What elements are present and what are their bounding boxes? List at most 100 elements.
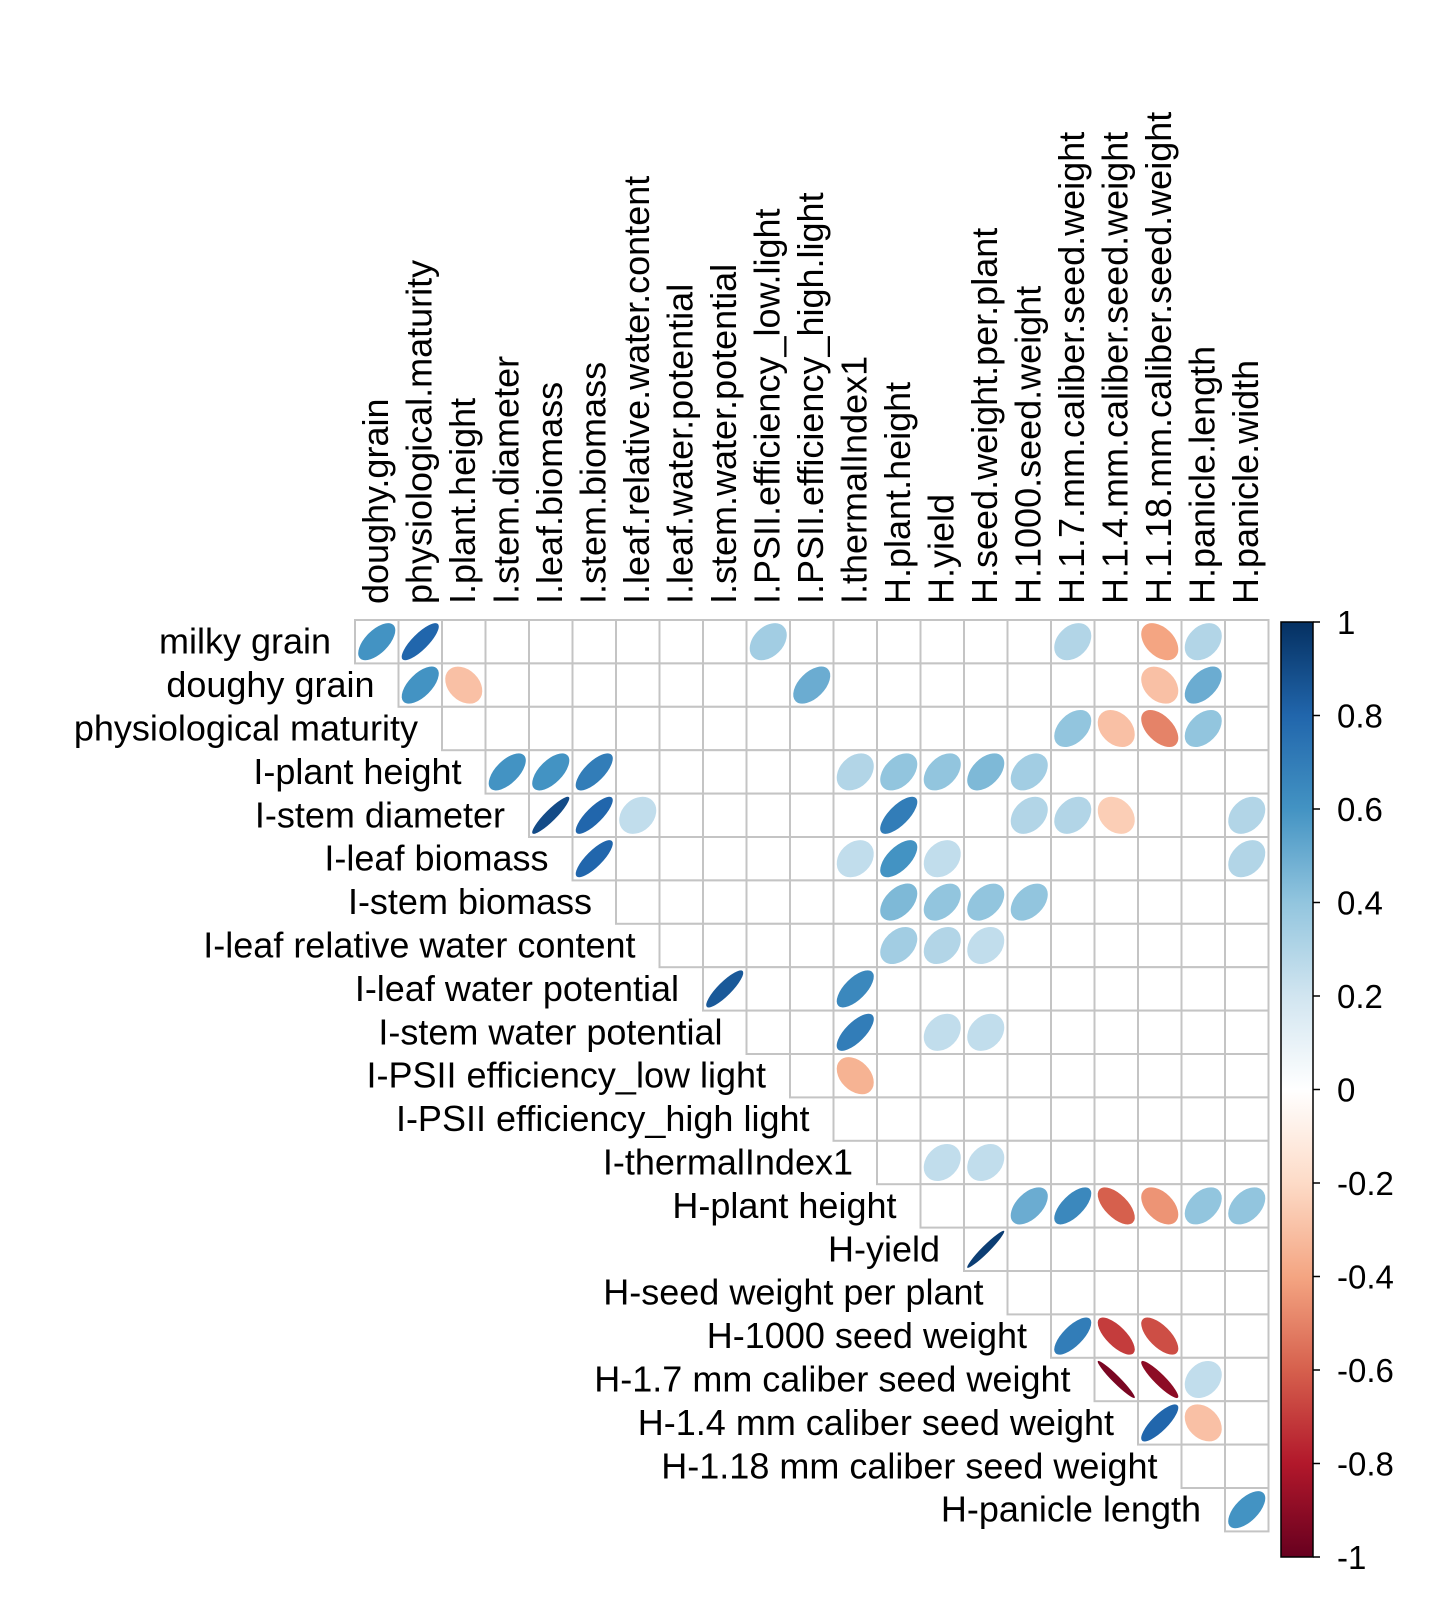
grid-cell bbox=[1006, 922, 1052, 969]
grid-cell bbox=[919, 1183, 965, 1229]
grid-cell bbox=[1006, 662, 1052, 708]
correlation-ellipse bbox=[966, 1229, 1006, 1269]
column-label: H.1000.seed.weight bbox=[1007, 286, 1048, 604]
grid-cell bbox=[832, 705, 878, 752]
correlation-ellipse bbox=[1183, 1186, 1223, 1226]
correlation-ellipse bbox=[1183, 665, 1223, 705]
row-label: H-seed weight per plant bbox=[603, 1272, 983, 1313]
legend-tick-label: 0.8 bbox=[1337, 698, 1383, 735]
grid-cell bbox=[1093, 879, 1139, 925]
column-label: H.plant.height bbox=[877, 382, 918, 604]
correlation-ellipse bbox=[1227, 839, 1267, 879]
grid-cell bbox=[1093, 1226, 1139, 1272]
grid-cell bbox=[702, 792, 748, 838]
correlation-ellipse bbox=[1227, 795, 1267, 835]
row-label: I-plant height bbox=[253, 751, 461, 792]
grid-cell bbox=[1093, 1096, 1139, 1142]
grid-cell bbox=[571, 705, 617, 752]
correlation-ellipse bbox=[531, 752, 571, 792]
grid-cell bbox=[1137, 836, 1183, 882]
row-label: I-stem biomass bbox=[348, 881, 592, 922]
correlation-ellipse bbox=[879, 752, 919, 792]
grid-cell bbox=[1224, 705, 1270, 752]
correlation-ellipse bbox=[835, 1056, 875, 1096]
grid-cell bbox=[963, 1183, 1009, 1229]
grid-cell bbox=[571, 619, 617, 665]
correlation-ellipse bbox=[574, 795, 614, 835]
correlation-ellipse bbox=[1096, 1316, 1136, 1356]
correlation-ellipse bbox=[1227, 1490, 1267, 1530]
correlation-ellipse bbox=[835, 752, 875, 792]
column-label: physiological.maturity bbox=[398, 260, 439, 604]
legend-tick-label: -0.4 bbox=[1337, 1259, 1394, 1296]
grid-cell bbox=[832, 879, 878, 925]
row-label: I-leaf water potential bbox=[355, 968, 679, 1009]
correlation-ellipse bbox=[1183, 1360, 1223, 1400]
grid-cell bbox=[876, 705, 922, 752]
grid-cell bbox=[1180, 1270, 1226, 1316]
row-label: I-stem water potential bbox=[378, 1011, 722, 1052]
grid-cell bbox=[789, 1053, 835, 1099]
grid-cell bbox=[832, 619, 878, 665]
correlation-ellipse bbox=[835, 969, 875, 1009]
grid-cell bbox=[1224, 1009, 1270, 1055]
grid-cell bbox=[702, 619, 748, 665]
column-label: I.stem.biomass bbox=[572, 362, 613, 604]
correlation-ellipse bbox=[1009, 1186, 1049, 1226]
grid-cell bbox=[876, 619, 922, 665]
correlation-ellipse bbox=[1140, 708, 1180, 748]
grid-cell bbox=[876, 662, 922, 708]
grid-cell bbox=[963, 619, 1009, 665]
correlation-ellipse bbox=[1140, 1186, 1180, 1226]
column-label: I.leaf.biomass bbox=[529, 382, 570, 604]
grid-cell bbox=[789, 619, 835, 665]
grid-cell bbox=[1050, 879, 1096, 925]
correlation-ellipse bbox=[835, 839, 875, 879]
column-label: I.stem.water.potential bbox=[703, 264, 744, 604]
grid-cell bbox=[702, 662, 748, 708]
grid-cell bbox=[702, 879, 748, 925]
column-label: I.plant.height bbox=[442, 398, 483, 604]
correlation-ellipse bbox=[1009, 795, 1049, 835]
grid-cell bbox=[1180, 1226, 1226, 1272]
grid-cell bbox=[1093, 1270, 1139, 1316]
row-label: H-1.4 mm caliber seed weight bbox=[638, 1402, 1114, 1443]
correlation-ellipse bbox=[400, 665, 440, 705]
grid-cell bbox=[963, 662, 1009, 708]
correlation-ellipse bbox=[879, 795, 919, 835]
grid-cell bbox=[789, 705, 835, 752]
correlation-ellipse bbox=[400, 622, 440, 662]
grid-cell bbox=[919, 619, 965, 665]
grid-cell bbox=[963, 1053, 1009, 1099]
grid-cell bbox=[702, 705, 748, 752]
grid-cell bbox=[832, 792, 878, 838]
grid-cell bbox=[571, 662, 617, 708]
grid-cell bbox=[702, 922, 748, 969]
grid-cell bbox=[702, 836, 748, 882]
grid-cell bbox=[1180, 922, 1226, 969]
grid-cell bbox=[615, 749, 661, 795]
correlation-ellipse bbox=[1227, 1186, 1267, 1226]
grid-cell bbox=[1093, 749, 1139, 795]
row-label: H-panicle length bbox=[941, 1489, 1201, 1530]
grid-cell bbox=[1006, 619, 1052, 665]
column-label: H.1.18.mm.caliber.seed.weight bbox=[1138, 112, 1179, 604]
grid-cell bbox=[484, 662, 530, 708]
correlation-ellipse bbox=[966, 926, 1006, 966]
grid-cell bbox=[1050, 1096, 1096, 1142]
correlation-ellipse bbox=[618, 795, 658, 835]
correlation-ellipse bbox=[1009, 882, 1049, 922]
grid-cell bbox=[1180, 749, 1226, 795]
correlation-ellipse bbox=[1096, 1186, 1136, 1226]
correlation-ellipse bbox=[922, 839, 962, 879]
grid-cell bbox=[789, 836, 835, 882]
correlation-ellipse bbox=[1140, 1316, 1180, 1356]
column-label: H.yield bbox=[920, 494, 961, 604]
grid-cell bbox=[658, 792, 704, 838]
grid-cell bbox=[658, 879, 704, 925]
grid-cell bbox=[1224, 966, 1270, 1012]
grid-cell bbox=[1093, 1139, 1139, 1186]
row-label: I-stem diameter bbox=[255, 794, 505, 835]
correlation-ellipse bbox=[487, 752, 527, 792]
row-label: doughy grain bbox=[166, 664, 374, 705]
